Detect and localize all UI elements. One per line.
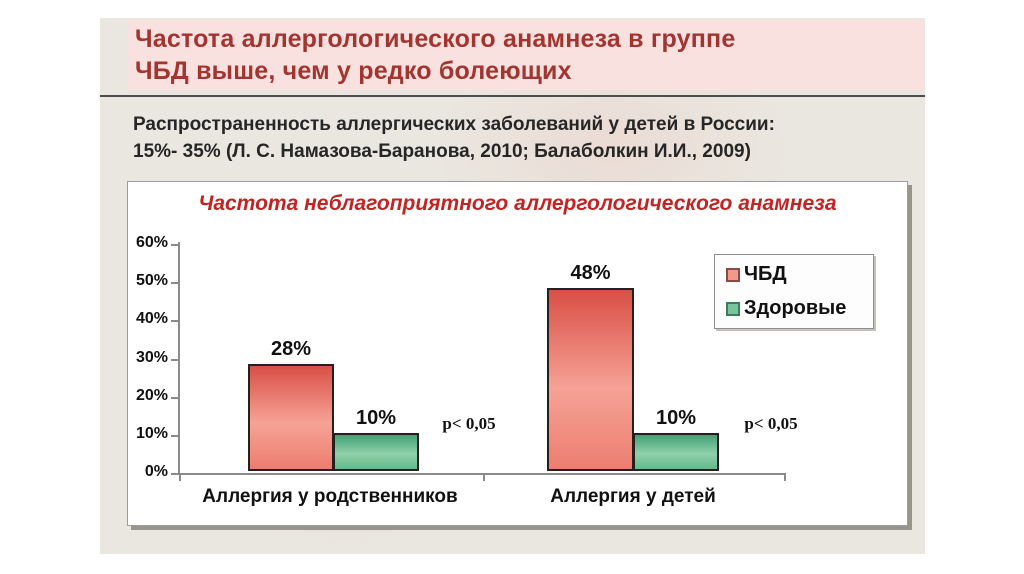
header-separator-line [100,95,925,97]
y-tick-mark [171,282,179,284]
bar-rect-chbd-children [547,288,634,471]
chart-legend: ЧБД Здоровые [714,254,874,329]
legend-item-healthy: Здоровые [726,297,873,320]
y-tick-label-40: 40% [135,310,168,327]
bar-chbd-children: 48% [547,262,634,471]
category-label-relatives: Аллергия у родственников [202,486,458,507]
slide-header: Частота аллергологического анамнеза в гр… [127,20,923,90]
y-tick-label-60: 60% [135,234,168,251]
x-axis-line [179,473,786,475]
y-tick-mark [171,320,179,322]
legend-swatch-chbd [726,267,740,282]
legend-item-chbd: ЧБД [726,263,873,286]
bar-chart-panel: Частота неблагоприятного аллергологическ… [127,181,908,526]
slide-subtitle: Распространенность аллергических заболев… [133,114,775,162]
y-tick-label-30: 30% [135,349,168,366]
y-tick-mark [171,473,179,475]
bar-chbd-relatives: 28% [248,338,334,471]
bar-healthy-children: 10% [633,407,719,471]
category-label-children: Аллергия у детей [550,486,716,507]
chart-title: Частота неблагоприятного аллергологическ… [198,192,837,215]
p-value-annotation-children: p< 0,05 [744,414,798,433]
bar-value-label: 28% [270,338,312,360]
y-tick-label-50: 50% [135,272,168,289]
presentation-slide: Частота аллергологического анамнеза в гр… [100,18,925,554]
legend-swatch-healthy [726,301,740,316]
bar-value-label: 10% [355,407,397,429]
y-tick-mark [171,244,179,246]
y-tick-mark [171,397,179,399]
x-tick-mark [483,473,485,481]
bar-rect-chbd-relatives [248,364,334,471]
slide-title: Частота аллергологического анамнеза в гр… [135,25,736,85]
legend-label-chbd: ЧБД [744,263,787,285]
legend-label-healthy: Здоровые [744,297,847,319]
bar-rect-healthy-children [633,433,719,471]
y-tick-label-0: 0% [144,463,168,480]
bar-healthy-relatives: 10% [333,407,419,471]
bar-rect-healthy-relatives [333,433,419,471]
y-axis-line [178,242,180,475]
y-tick-mark [171,435,179,437]
y-tick-mark [171,359,179,361]
bar-value-label: 10% [655,407,697,429]
bar-value-label: 48% [570,262,611,284]
y-tick-label-20: 20% [135,387,168,404]
x-tick-mark [784,473,786,481]
x-tick-mark [179,473,181,481]
y-tick-label-10: 10% [135,425,168,442]
p-value-annotation-relatives: p< 0,05 [442,414,496,433]
